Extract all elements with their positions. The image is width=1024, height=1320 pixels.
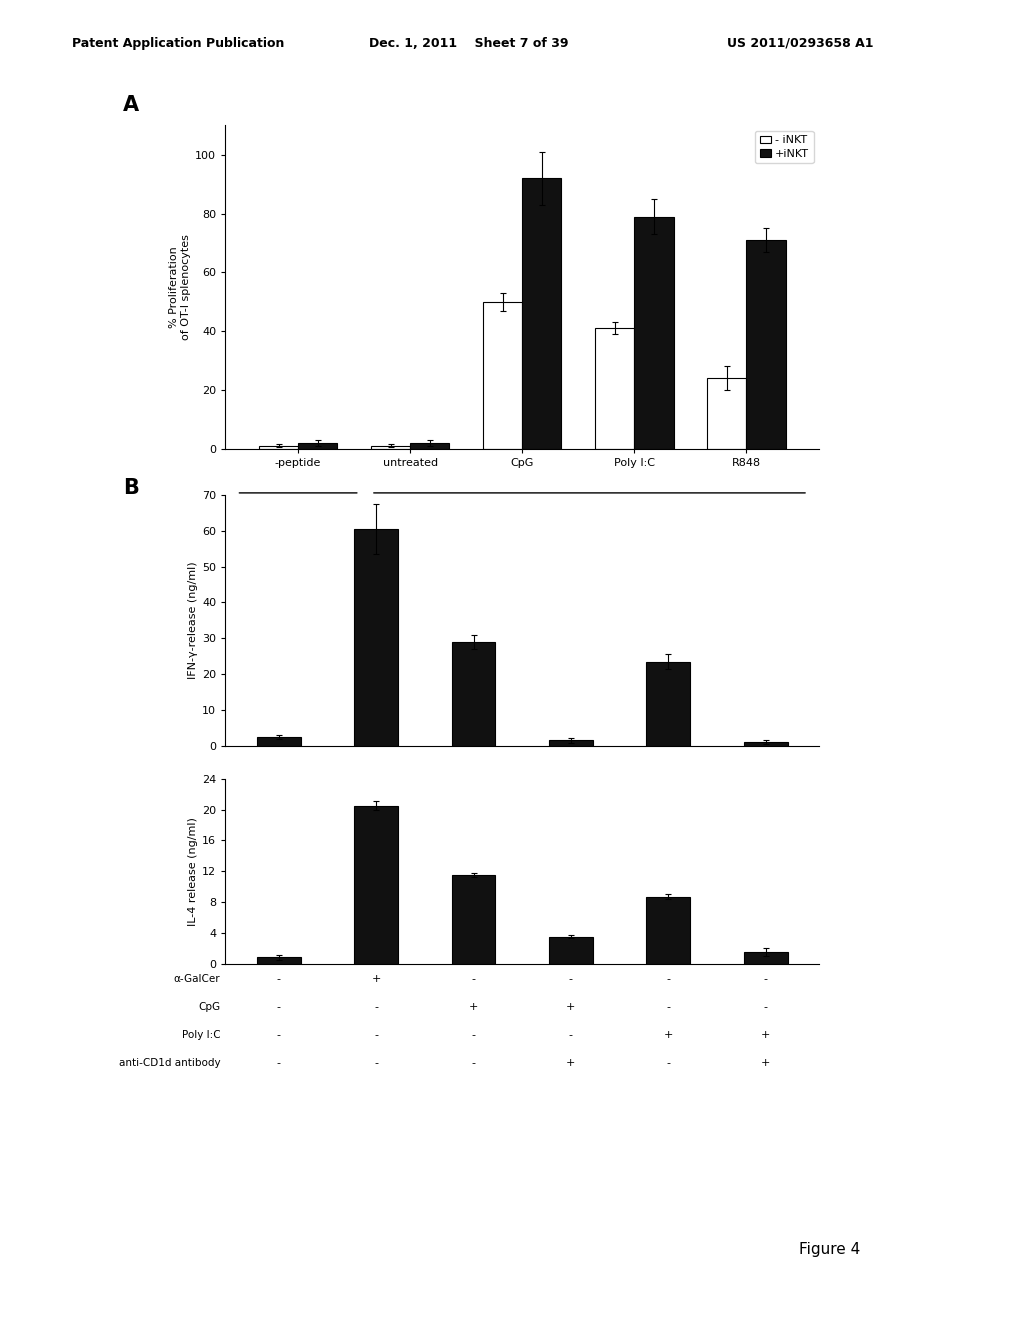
Text: A: A [123,95,139,115]
Text: Dec. 1, 2011    Sheet 7 of 39: Dec. 1, 2011 Sheet 7 of 39 [369,37,568,50]
Text: -: - [764,1002,768,1012]
Text: +: + [761,1030,770,1040]
Text: -: - [374,1057,378,1068]
Text: -: - [276,974,281,985]
Text: +: + [469,1002,478,1012]
Text: -: - [569,974,572,985]
Bar [298,444,337,449]
Bar [743,742,787,746]
Text: +: + [566,1057,575,1068]
Bar [549,937,593,964]
Text: -: - [374,1030,378,1040]
Bar [452,875,496,964]
Legend: - iNKT, +iNKT: - iNKT, +iNKT [755,131,814,164]
Text: -: - [472,1057,475,1068]
Bar [483,302,522,449]
Text: -: - [764,974,768,985]
Bar [354,529,398,746]
Text: US 2011/0293658 A1: US 2011/0293658 A1 [727,37,873,50]
Text: -: - [276,1030,281,1040]
Text: -: - [667,1002,671,1012]
Bar [354,805,398,964]
Bar [371,446,411,449]
Text: α-GalCer: α-GalCer [173,974,220,985]
Bar [257,737,301,746]
Bar [452,642,496,746]
Text: Figure 4: Figure 4 [799,1242,860,1257]
Text: +: + [664,1030,673,1040]
Text: -: - [472,974,475,985]
Y-axis label: IL-4 release (ng/ml): IL-4 release (ng/ml) [187,817,198,925]
Text: Poly I:C: Poly I:C [181,1030,220,1040]
Text: CpG: CpG [198,1002,220,1012]
Bar [522,178,561,449]
Bar [743,952,787,964]
Bar [708,379,746,449]
Text: +MDSC: +MDSC [568,513,610,524]
Text: -: - [374,1002,378,1012]
Bar [595,329,634,449]
Text: B: B [123,478,139,498]
Text: -: - [667,974,671,985]
Bar [646,661,690,746]
Bar [257,957,301,964]
Y-axis label: % Proliferation
of OT-I splenocytes: % Proliferation of OT-I splenocytes [170,234,191,341]
Bar [746,240,785,449]
Text: anti-CD1d antibody: anti-CD1d antibody [119,1057,220,1068]
Text: -MDSC: -MDSC [280,513,316,524]
Text: +: + [566,1002,575,1012]
Bar [634,216,674,449]
Text: +: + [372,974,381,985]
Bar [646,896,690,964]
Text: -: - [569,1030,572,1040]
Text: -: - [667,1057,671,1068]
Y-axis label: IFN-γ-release (ng/ml): IFN-γ-release (ng/ml) [188,561,198,680]
Text: -: - [472,1030,475,1040]
Text: Patent Application Publication: Patent Application Publication [72,37,284,50]
Text: -: - [276,1057,281,1068]
Text: -: - [276,1002,281,1012]
Bar [259,446,298,449]
Text: +: + [761,1057,770,1068]
Bar [411,444,450,449]
Bar [549,741,593,746]
